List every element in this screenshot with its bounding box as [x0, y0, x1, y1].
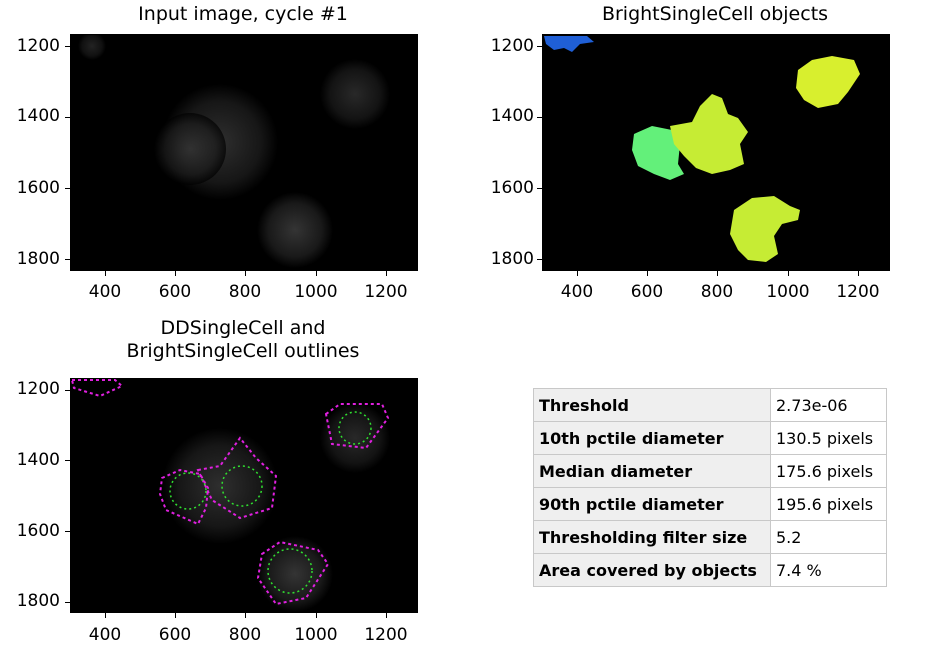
magenta-outlines: [70, 379, 390, 606]
row-label: Threshold: [533, 388, 771, 422]
object-green: [632, 126, 684, 180]
xtick-label: 1200: [836, 282, 880, 302]
row-value: 130.5 pixels: [770, 421, 887, 455]
panel-title: DDSingleCell and BrightSingleCell outlin…: [126, 317, 360, 362]
xtick-label: 1000: [294, 625, 338, 645]
ytick-label: 1800: [490, 249, 534, 269]
xtick-label: 400: [88, 282, 122, 302]
ytick-label: 1800: [16, 591, 60, 611]
ytick-label: 1800: [16, 249, 60, 269]
object-blue: [544, 36, 594, 52]
input-image-axes: [70, 34, 418, 271]
table-row: Threshold 2.73e-06: [533, 388, 887, 422]
ytick-label: 1600: [16, 521, 60, 541]
ytick-label: 1600: [490, 178, 534, 198]
row-label: 10th pctile diameter: [533, 421, 771, 455]
measurement-table: Threshold 2.73e-06 10th pctile diameter …: [533, 388, 887, 587]
table-row: Median diameter 175.6 pixels: [533, 454, 887, 488]
ytick-label: 1200: [490, 36, 534, 56]
table-row: Thresholding filter size 5.2: [533, 520, 887, 554]
ytick-label: 1400: [16, 106, 60, 126]
xtick-label: 1000: [766, 282, 810, 302]
xtick-label: 600: [158, 625, 192, 645]
row-value: 195.6 pixels: [770, 487, 887, 521]
panel-title: Input image, cycle #1: [138, 3, 348, 25]
table-row: 10th pctile diameter 130.5 pixels: [533, 421, 887, 455]
ytick-label: 1600: [16, 178, 60, 198]
xtick-label: 800: [228, 282, 262, 302]
row-value: 2.73e-06: [770, 388, 887, 422]
ytick-label: 1400: [16, 450, 60, 470]
row-label: 90th pctile diameter: [533, 487, 771, 521]
xtick-label: 1200: [364, 282, 408, 302]
object-lime-top-right: [796, 56, 860, 108]
ytick-label: 1400: [490, 106, 534, 126]
objects-panel: BrightSingleCell objects 1200 1400 1600 …: [470, 0, 910, 305]
xtick-label: 800: [700, 282, 734, 302]
xtick-label: 400: [88, 625, 122, 645]
xtick-label: 600: [630, 282, 664, 302]
input-image-canvas: [78, 34, 390, 268]
input-image-panel: Input image, cycle #1 1200 1400 1600 180…: [0, 0, 440, 305]
xtick-label: 400: [560, 282, 594, 302]
objects-canvas: [544, 36, 860, 262]
table-row: Area covered by objects 7.4 %: [533, 553, 887, 587]
xtick-label: 1000: [294, 282, 338, 302]
row-value: 7.4 %: [770, 553, 887, 587]
ytick-label: 1200: [16, 379, 60, 399]
xtick-label: 800: [228, 625, 262, 645]
table-row: 90th pctile diameter 195.6 pixels: [533, 487, 887, 521]
panel-title: BrightSingleCell objects: [601, 3, 829, 25]
xtick-label: 600: [158, 282, 192, 302]
outlines-canvas: [70, 379, 390, 612]
object-yellowgreen-center: [670, 94, 748, 174]
object-yellowgreen-bottom: [730, 196, 800, 262]
objects-axes: [542, 34, 890, 271]
row-value: 175.6 pixels: [770, 454, 887, 488]
row-value: 5.2: [770, 520, 887, 554]
outlines-panel: DDSingleCell and BrightSingleCell outlin…: [0, 315, 440, 651]
outlines-axes: [70, 378, 418, 613]
xtick-label: 1200: [364, 625, 408, 645]
row-label: Thresholding filter size: [533, 520, 771, 554]
green-outlines: [169, 411, 372, 594]
ytick-label: 1200: [16, 36, 60, 56]
row-label: Median diameter: [533, 454, 771, 488]
row-label: Area covered by objects: [533, 553, 771, 587]
